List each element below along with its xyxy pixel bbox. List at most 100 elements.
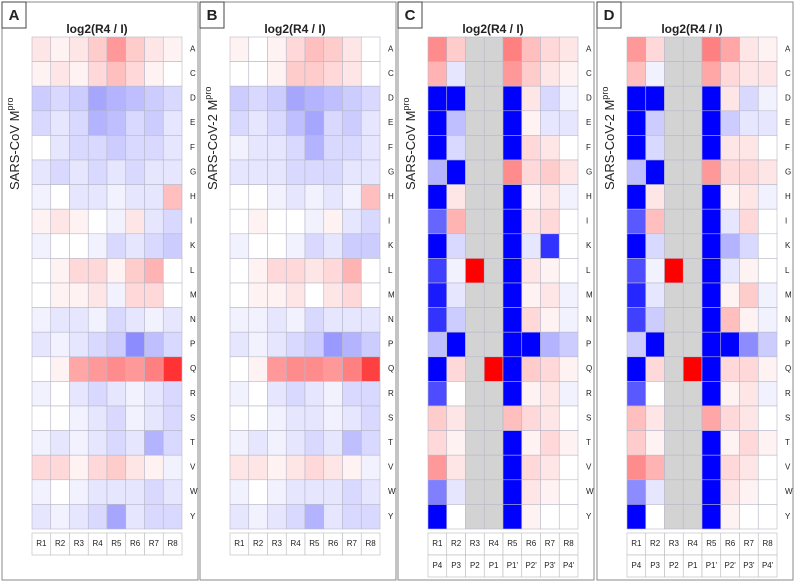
heatmap-cell	[540, 61, 560, 87]
column-label: R6	[130, 539, 141, 548]
heatmap-cell	[106, 208, 127, 235]
heatmap-cell	[427, 504, 448, 530]
y-axis-label-main: SARS-CoV M	[7, 111, 22, 190]
heatmap-cell	[144, 405, 164, 431]
heatmap-cell	[502, 135, 523, 161]
heatmap-cell	[50, 307, 70, 333]
heatmap-cell	[285, 135, 306, 161]
column-label: R1	[234, 539, 245, 548]
heatmap-cell	[521, 454, 541, 481]
heatmap-cell	[360, 85, 381, 112]
heatmap-cell	[304, 110, 325, 136]
heatmap-cell	[446, 61, 466, 87]
heatmap-cell	[558, 504, 579, 530]
heatmap-cell	[540, 307, 560, 333]
heatmap-cell	[248, 307, 268, 333]
heatmap-cell	[87, 85, 108, 112]
heatmap-cell	[106, 85, 127, 112]
heatmap-cell	[739, 430, 759, 456]
heatmap-cell	[427, 307, 448, 333]
row-label: H	[586, 192, 592, 201]
heatmap-cell	[162, 356, 183, 382]
position-label: P3	[451, 561, 461, 570]
heatmap-cell	[106, 282, 127, 308]
heatmap-cell	[125, 159, 145, 185]
heatmap-cell	[144, 307, 164, 333]
column-label: R5	[309, 539, 320, 548]
heatmap-cell	[427, 110, 448, 136]
heatmap-cell	[285, 331, 306, 358]
heatmap-cell	[701, 159, 722, 185]
heatmap-cell	[739, 331, 759, 358]
heatmap-cell	[342, 258, 362, 284]
row-label: V	[388, 463, 394, 472]
heatmap-cell	[31, 258, 52, 284]
heatmap-cell	[682, 331, 703, 358]
heatmap-cell	[626, 282, 647, 308]
position-label: P2	[669, 561, 679, 570]
column-label: R1	[631, 539, 642, 548]
heatmap-cell	[645, 85, 665, 112]
heatmap-cell	[446, 258, 466, 284]
heatmap-cell	[267, 110, 287, 136]
heatmap-cell	[720, 307, 740, 333]
heatmap-cell	[248, 208, 268, 235]
heatmap-cell	[248, 110, 268, 136]
heatmap-cell	[144, 504, 164, 530]
position-label: P4	[432, 561, 442, 570]
position-label: P3	[650, 561, 660, 570]
heatmap-cell	[342, 405, 362, 431]
heatmap-cell	[144, 159, 164, 185]
chart-title: log2(R4 / I)	[661, 22, 722, 36]
heatmap-cell	[50, 208, 70, 235]
y-axis-label-main: SARS-CoV-2 M	[205, 100, 220, 190]
heatmap-cell	[342, 331, 362, 358]
heatmap-cell	[87, 36, 108, 62]
column-label: R4	[489, 539, 500, 548]
heatmap-cell	[626, 208, 647, 235]
heatmap-cell	[323, 282, 343, 308]
heatmap-cell	[540, 331, 560, 358]
heatmap-cell	[144, 61, 164, 87]
heatmap-cell	[465, 282, 485, 308]
heatmap-cell	[162, 208, 183, 235]
heatmap-cell	[645, 61, 665, 87]
heatmap-cell	[502, 430, 523, 456]
heatmap-cell	[558, 61, 579, 87]
heatmap-cell	[682, 479, 703, 505]
heatmap-cell	[125, 479, 145, 505]
heatmap-cell	[465, 454, 485, 481]
heatmap-cell	[720, 430, 740, 456]
heatmap-cell	[701, 184, 722, 210]
heatmap-cell	[626, 356, 647, 382]
heatmap-cell	[323, 405, 343, 431]
heatmap-cell	[31, 208, 52, 235]
heatmap-cell	[50, 405, 70, 431]
y-axis-label-main: SARS-CoV M	[403, 111, 418, 190]
heatmap-cell	[739, 479, 759, 505]
heatmap-cell	[558, 184, 579, 210]
heatmap-cell	[739, 405, 759, 431]
column-label: R7	[149, 539, 160, 548]
heatmap-cell	[162, 258, 183, 284]
heatmap-cell	[87, 184, 108, 210]
chart-title: log2(R4 / I)	[264, 22, 325, 36]
heatmap-cell	[125, 405, 145, 431]
heatmap-cell	[87, 504, 108, 530]
heatmap-cell	[69, 504, 89, 530]
heatmap-cell	[521, 159, 541, 185]
heatmap-cell	[162, 405, 183, 431]
heatmap-cell	[50, 356, 70, 382]
heatmap-cell	[50, 233, 70, 259]
heatmap-cell	[701, 331, 722, 358]
heatmap-cell	[739, 61, 759, 87]
heatmap-cell	[483, 307, 504, 333]
heatmap-cell	[304, 233, 325, 259]
heatmap-cell	[682, 85, 703, 112]
heatmap-cell	[360, 282, 381, 308]
heatmap-cell	[720, 36, 740, 62]
heatmap-cell	[106, 258, 127, 284]
heatmap-cell	[342, 233, 362, 259]
heatmap-cell	[720, 233, 740, 259]
row-label: P	[785, 340, 790, 349]
